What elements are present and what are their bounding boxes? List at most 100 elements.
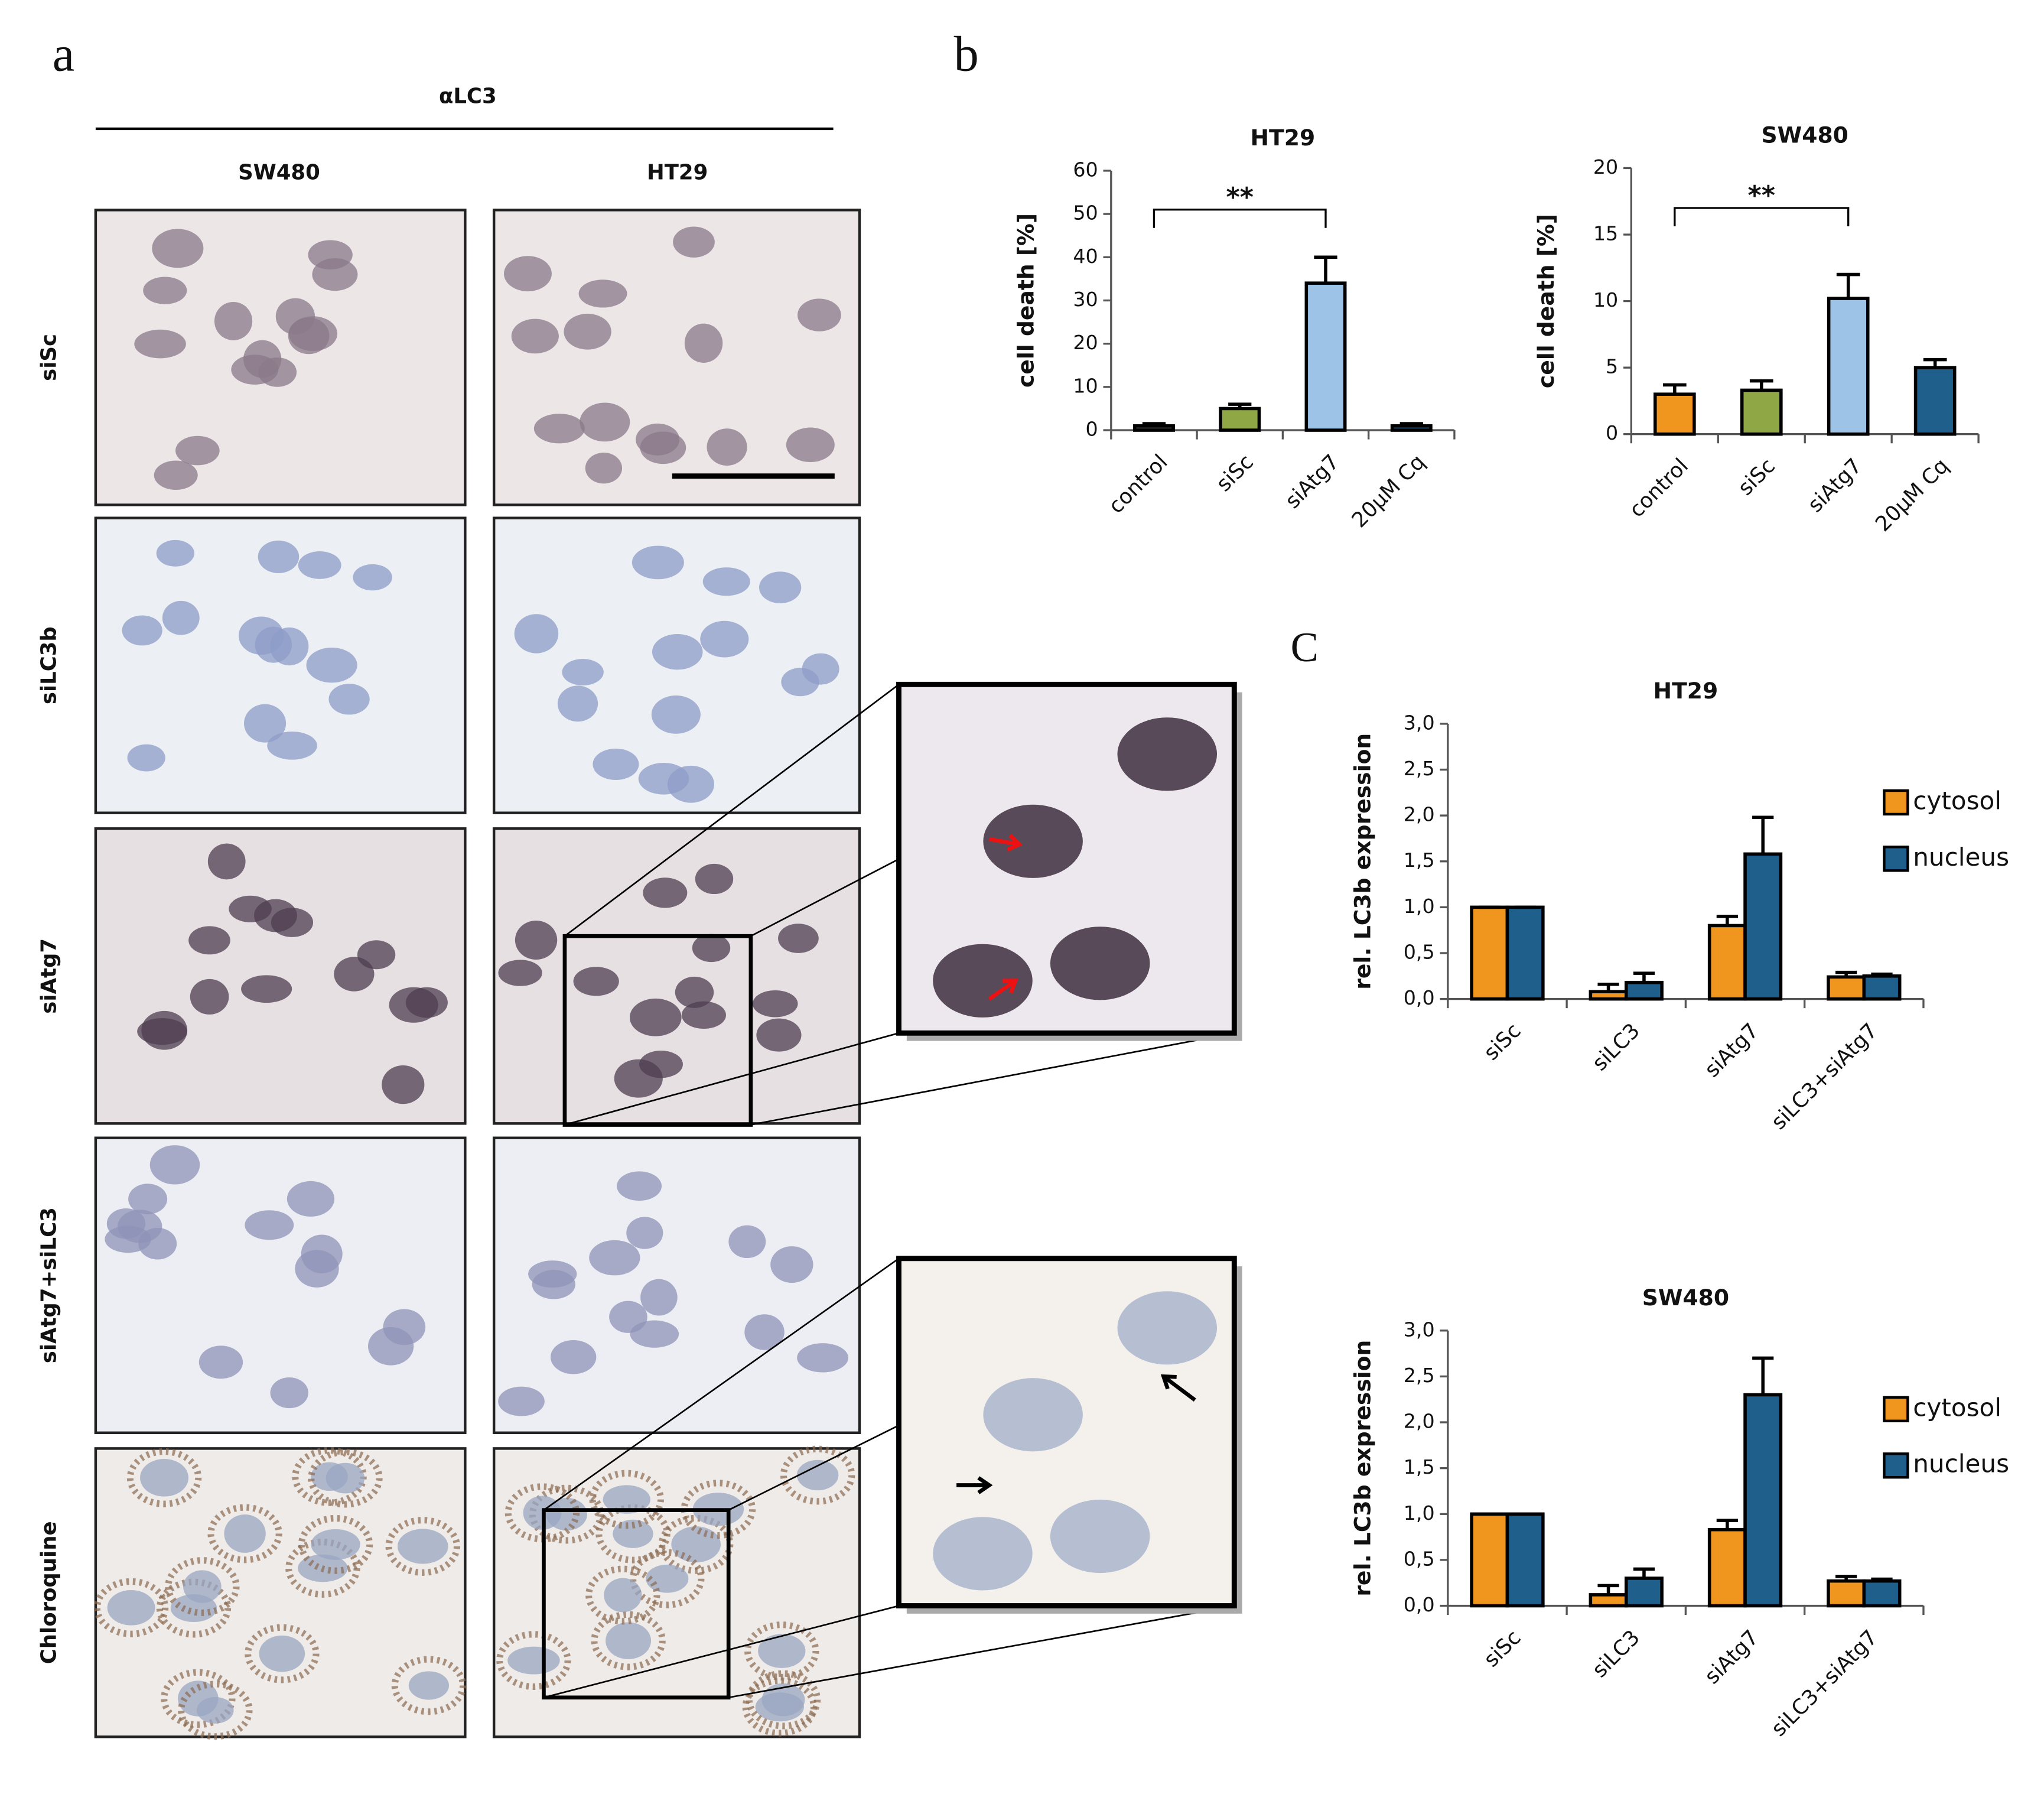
cell-nucleus bbox=[744, 1314, 785, 1350]
cell-nucleus bbox=[271, 908, 314, 937]
x-tick-label: siLC3+siAtg7 bbox=[1767, 1626, 1883, 1741]
autophagy-puncta bbox=[165, 1557, 240, 1616]
cell-nucleus bbox=[107, 1590, 155, 1626]
error-bar bbox=[1597, 983, 1619, 992]
legend-swatch bbox=[1883, 1396, 1909, 1423]
autophagy-puncta bbox=[529, 1484, 604, 1544]
significance-label: ** bbox=[1748, 181, 1775, 211]
cell-nucleus bbox=[1117, 1291, 1218, 1365]
cell-nucleus bbox=[606, 1622, 652, 1659]
y-tick-label: 2,5 bbox=[1404, 1364, 1435, 1387]
x-tick-label: siLC3 bbox=[1587, 1626, 1644, 1682]
x-tick-label: siAtg7 bbox=[1803, 454, 1866, 517]
cell-nucleus bbox=[629, 998, 682, 1036]
cell-nucleus bbox=[564, 313, 611, 350]
y-tick-label: 0,5 bbox=[1404, 1547, 1435, 1570]
error-bar bbox=[1836, 272, 1860, 299]
y-tick-label: 2,5 bbox=[1404, 757, 1435, 780]
error-bar bbox=[1871, 1577, 1893, 1581]
significance-label: ** bbox=[1226, 183, 1254, 213]
y-tick-label: 1,5 bbox=[1404, 849, 1435, 872]
legend-swatch bbox=[1883, 1452, 1909, 1479]
x-tick-label: siAtg7 bbox=[1700, 1626, 1763, 1689]
bar bbox=[1624, 1577, 1664, 1608]
autophagy-puncta bbox=[591, 1611, 666, 1670]
cell-nucleus bbox=[229, 895, 272, 922]
cell-nucleus bbox=[515, 920, 558, 960]
cell-nucleus bbox=[573, 967, 619, 996]
cell-nucleus bbox=[695, 863, 734, 895]
zoom-line bbox=[543, 1605, 899, 1699]
zoom-line bbox=[728, 1605, 1235, 1699]
arrow-head bbox=[1160, 1374, 1177, 1390]
autophagy-puncta bbox=[126, 1448, 202, 1507]
bar bbox=[1304, 281, 1347, 432]
cell-nucleus bbox=[306, 647, 357, 683]
cell-nucleus bbox=[632, 545, 684, 580]
cell-nucleus bbox=[267, 732, 317, 760]
error-bar bbox=[1399, 422, 1423, 426]
cell-nucleus bbox=[312, 258, 358, 291]
cell-nucleus bbox=[797, 298, 841, 331]
autophagy-puncta bbox=[298, 1514, 373, 1574]
cell-nucleus bbox=[141, 1010, 188, 1050]
cell-nucleus bbox=[498, 960, 542, 986]
bar bbox=[1707, 924, 1747, 1001]
y-tick-label: 0,5 bbox=[1404, 941, 1435, 964]
x-tick-label: 20µM Cq bbox=[1348, 450, 1430, 532]
cell-nucleus bbox=[241, 975, 292, 1003]
cell-nucleus bbox=[353, 564, 392, 591]
chart-title: SW480 bbox=[1762, 122, 1848, 148]
x-tick-label: siSc bbox=[1479, 1019, 1526, 1065]
autophagy-puncta bbox=[780, 1445, 855, 1505]
cell-nucleus bbox=[1050, 1499, 1150, 1574]
x-tick-label: siLC3 bbox=[1587, 1019, 1644, 1075]
autophagy-puncta bbox=[391, 1656, 467, 1715]
cell-nucleus bbox=[298, 551, 341, 579]
stain-label: αLC3 bbox=[439, 84, 497, 109]
cell-nucleus bbox=[152, 229, 204, 268]
cell-nucleus bbox=[585, 453, 623, 484]
arrow bbox=[988, 979, 1017, 1001]
cell-nucleus bbox=[778, 924, 819, 953]
chart-title: HT29 bbox=[1251, 125, 1316, 151]
bar bbox=[1827, 297, 1870, 436]
arrow-head bbox=[977, 1476, 993, 1494]
error-bar bbox=[1662, 383, 1687, 395]
cell-nucleus bbox=[127, 744, 165, 772]
cell-nucleus bbox=[1117, 717, 1218, 791]
bar bbox=[1589, 1593, 1628, 1608]
zoom-line bbox=[564, 684, 900, 937]
y-axis-label: rel. LC3b expression bbox=[1349, 733, 1375, 990]
bar bbox=[1624, 980, 1664, 1001]
cell-nucleus bbox=[382, 1065, 425, 1104]
autophagy-puncta bbox=[207, 1504, 282, 1564]
error-bar bbox=[1142, 422, 1166, 426]
error-bar bbox=[1228, 402, 1252, 409]
y-tick-label: 30 bbox=[1073, 288, 1098, 311]
error-bar bbox=[1752, 815, 1774, 854]
y-tick-label: 1,0 bbox=[1404, 1501, 1435, 1525]
bar bbox=[1132, 424, 1175, 432]
cell-nucleus bbox=[702, 567, 750, 596]
cell-nucleus bbox=[311, 1529, 360, 1560]
cell-nucleus bbox=[295, 1250, 339, 1288]
cell-nucleus bbox=[673, 226, 715, 258]
cell-nucleus bbox=[138, 1227, 177, 1260]
error-bar bbox=[1752, 1356, 1774, 1395]
error-bar bbox=[1749, 379, 1773, 391]
y-tick-label: 5 bbox=[1606, 355, 1618, 378]
legend-label: nucleus bbox=[1913, 843, 2009, 872]
cell-nucleus bbox=[684, 323, 723, 363]
zoom-region bbox=[542, 1508, 731, 1700]
x-tick-label: siSc bbox=[1212, 450, 1258, 496]
autophagy-puncta bbox=[93, 1578, 169, 1637]
bar bbox=[1707, 1527, 1747, 1608]
bar bbox=[1505, 905, 1545, 1001]
cell-nucleus bbox=[511, 318, 559, 354]
cell-nucleus bbox=[514, 614, 559, 654]
cell-nucleus bbox=[162, 600, 200, 635]
autophagy-puncta bbox=[385, 1517, 460, 1576]
cell-nucleus bbox=[756, 1018, 802, 1052]
cell-nucleus bbox=[224, 1514, 266, 1553]
